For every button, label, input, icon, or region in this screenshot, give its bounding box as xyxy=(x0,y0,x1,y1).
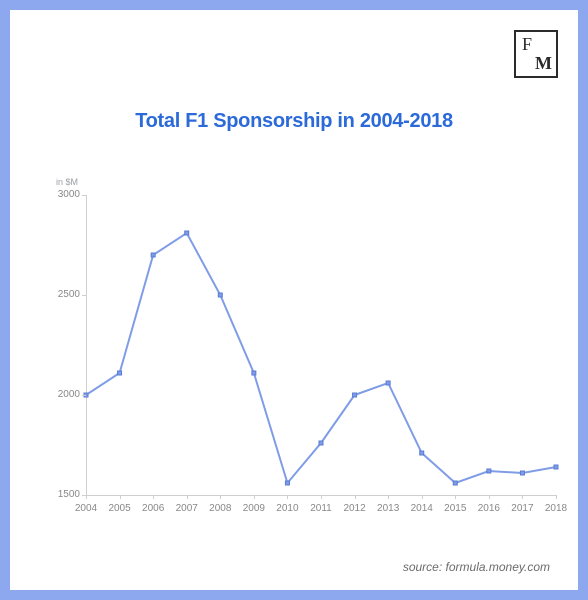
data-marker xyxy=(151,253,155,257)
data-marker xyxy=(386,381,390,385)
data-marker xyxy=(218,293,222,297)
x-tick-label: 2010 xyxy=(271,503,303,514)
data-marker xyxy=(252,371,256,375)
x-tick-label: 2018 xyxy=(540,503,572,514)
x-tick-label: 2009 xyxy=(238,503,270,514)
x-tick-label: 2005 xyxy=(104,503,136,514)
y-tick-label: 2000 xyxy=(52,389,80,400)
x-tick-label: 2008 xyxy=(204,503,236,514)
chart-title: Total F1 Sponsorship in 2004-2018 xyxy=(10,110,578,133)
data-marker xyxy=(520,471,524,475)
logo-letter-f: F xyxy=(522,34,532,55)
y-tick-label: 2500 xyxy=(52,289,80,300)
x-tick-label: 2007 xyxy=(171,503,203,514)
data-marker xyxy=(420,451,424,455)
data-marker xyxy=(554,465,558,469)
logo-letter-m: M xyxy=(535,53,552,74)
y-tick-label: 1500 xyxy=(52,489,80,500)
line-plot xyxy=(50,175,566,505)
x-tick-label: 2006 xyxy=(137,503,169,514)
chart-area: in $M 1500200025003000 20042005200620072… xyxy=(50,175,560,535)
data-marker xyxy=(353,393,357,397)
fm-logo: F M xyxy=(514,30,558,78)
data-marker xyxy=(118,371,122,375)
x-tick-label: 2016 xyxy=(473,503,505,514)
x-tick-label: 2012 xyxy=(339,503,371,514)
data-marker xyxy=(487,469,491,473)
data-marker xyxy=(285,481,289,485)
x-tick-label: 2014 xyxy=(406,503,438,514)
x-tick-label: 2011 xyxy=(305,503,337,514)
x-tick-label: 2004 xyxy=(70,503,102,514)
x-tick-label: 2013 xyxy=(372,503,404,514)
x-tick-label: 2015 xyxy=(439,503,471,514)
data-marker xyxy=(185,231,189,235)
x-tick-label: 2017 xyxy=(506,503,538,514)
chart-frame: F M Total F1 Sponsorship in 2004-2018 in… xyxy=(0,0,588,600)
y-tick-label: 3000 xyxy=(52,189,80,200)
data-marker xyxy=(453,481,457,485)
data-marker xyxy=(319,441,323,445)
source-caption: source: formula.money.com xyxy=(403,560,550,574)
